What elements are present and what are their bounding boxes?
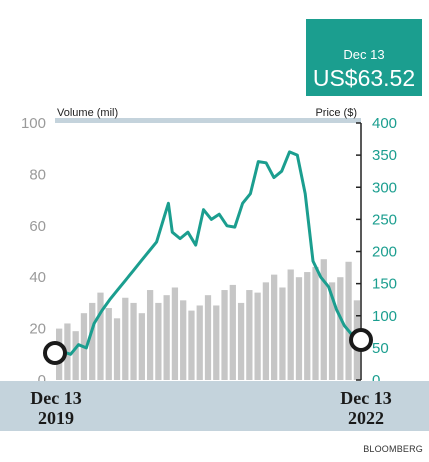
volume-bar — [130, 302, 137, 380]
volume-bar — [271, 274, 278, 380]
volume-bars — [56, 259, 360, 380]
volume-bar — [188, 310, 195, 380]
right-tick-label: 200 — [372, 244, 397, 261]
right-tick-label: 150 — [372, 276, 397, 293]
volume-bar — [320, 259, 327, 380]
right-tick-label: 250 — [372, 211, 397, 228]
volume-bar — [113, 318, 121, 380]
volume-bar — [254, 292, 261, 380]
volume-bar — [122, 297, 129, 380]
end-marker — [349, 328, 373, 352]
volume-bar — [337, 277, 344, 380]
left-tick-label: 20 — [29, 321, 46, 338]
volume-bar — [304, 272, 311, 380]
volume-bar — [163, 295, 170, 380]
right-tick-label: 350 — [372, 147, 397, 164]
right-tick-label: 50 — [372, 340, 389, 357]
right-tick-label: 400 — [372, 115, 397, 132]
volume-bar — [328, 282, 336, 380]
right-tick-label: 0 — [372, 372, 380, 389]
volume-bar — [213, 305, 220, 380]
volume-bar — [279, 287, 286, 380]
right-tick-label: 100 — [372, 308, 397, 325]
left-tick-label: 80 — [29, 166, 46, 183]
price-line — [54, 150, 362, 356]
left-tick-label: 40 — [29, 269, 46, 286]
volume-bar — [287, 269, 294, 380]
volume-bar — [97, 292, 104, 380]
callout-price: US$63.52 — [312, 65, 416, 91]
volume-bar — [105, 308, 112, 380]
volume-bar — [146, 290, 154, 380]
volume-bar — [246, 290, 253, 380]
volume-bar — [196, 305, 203, 380]
start-date-year: 2019 — [38, 408, 74, 428]
left-tick-label: 100 — [21, 115, 46, 132]
price-callout: Dec 13 US$63.52 — [306, 19, 422, 96]
end-date-label: Dec 13 2022 — [328, 388, 404, 428]
volume-bar — [89, 302, 96, 380]
volume-bar — [171, 287, 179, 380]
volume-bar — [180, 300, 187, 380]
volume-bar — [221, 290, 228, 380]
right-axis-ticks: 0 50 100 150 200 250 300 350 400 — [356, 115, 397, 389]
start-date-label: Dec 13 2019 — [18, 388, 94, 428]
volume-bar — [262, 282, 270, 380]
source-label: BLOOMBERG — [363, 444, 423, 454]
callout-date: Dec 13 — [343, 47, 385, 62]
volume-bar — [204, 295, 212, 380]
volume-bar — [155, 302, 162, 380]
right-tick-label: 300 — [372, 179, 397, 196]
volume-bar — [237, 302, 245, 380]
axis-top-bar — [55, 118, 361, 123]
left-tick-label: 0 — [38, 372, 46, 389]
right-axis-title: Price ($) — [315, 107, 357, 119]
volume-bar — [295, 277, 303, 380]
start-date-monthday: Dec 13 — [30, 388, 82, 408]
volume-bar — [229, 284, 236, 380]
end-date-monthday: Dec 13 — [340, 388, 392, 408]
date-band — [0, 381, 429, 431]
left-axis-ticks: 0 20 40 60 80 100 — [21, 115, 46, 389]
volume-bar — [72, 331, 79, 380]
left-tick-label: 60 — [29, 218, 46, 235]
volume-bar — [138, 313, 145, 380]
start-marker — [43, 341, 67, 365]
volume-bar — [312, 266, 319, 380]
volume-bar — [345, 261, 352, 380]
left-axis-title: Volume (mil) — [57, 107, 118, 119]
end-date-year: 2022 — [348, 408, 384, 428]
